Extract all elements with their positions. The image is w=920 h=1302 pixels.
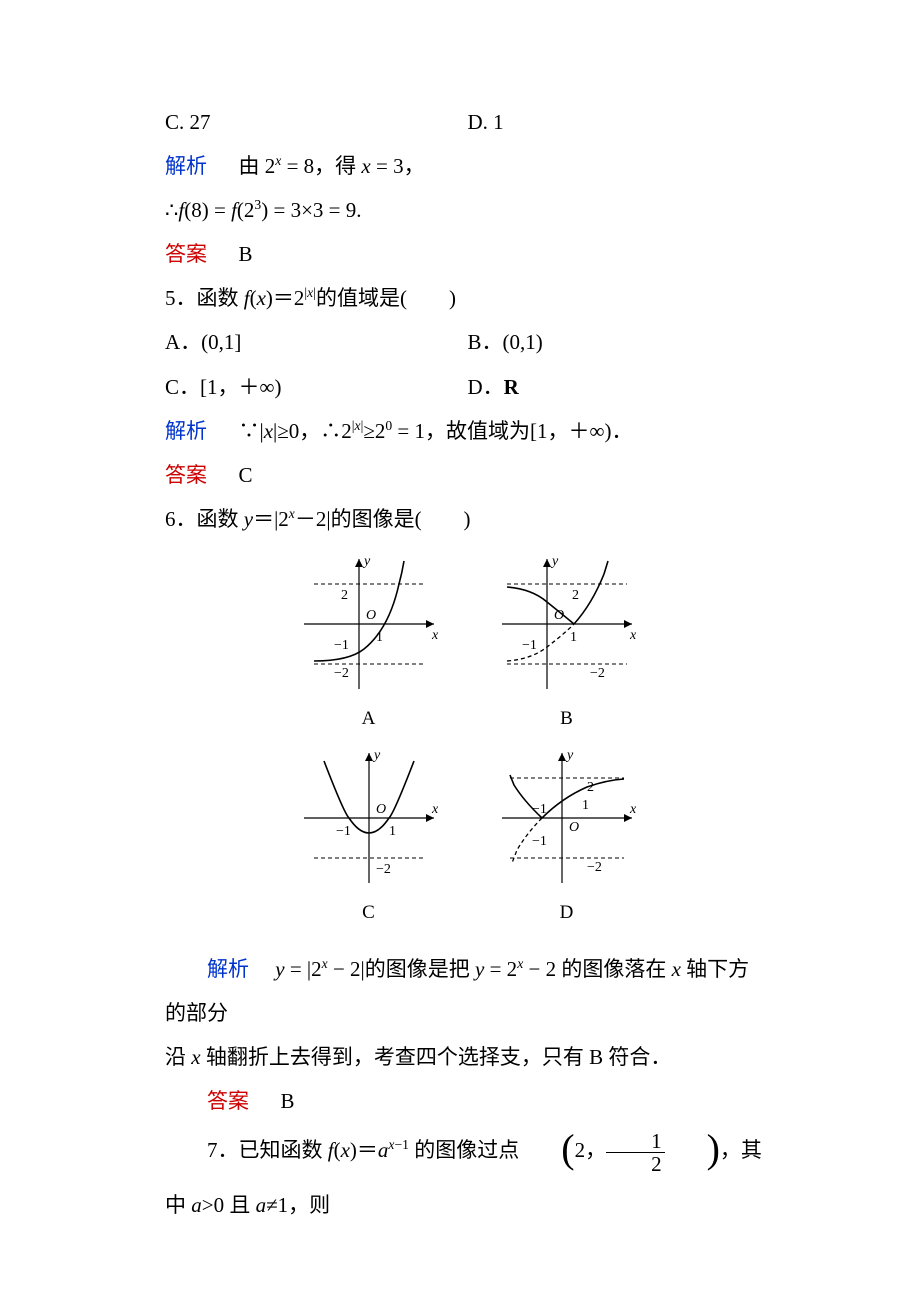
q-prev-options-cd: C. 27 D. 1 [165,100,770,144]
svg-text:−1: −1 [532,834,547,849]
svg-text:O: O [569,820,579,835]
chart-a: y x O 2 1 −1 −2 A [294,549,444,739]
option-c: C．[1，＋∞) [165,365,468,409]
fraction-half: 12 [606,1130,665,1175]
q6-charts: y x O 2 1 −1 −2 A y x O [165,549,770,937]
q5-daan: 答案 C [165,453,770,497]
svg-text:−1: −1 [334,638,349,653]
svg-text:−2: −2 [587,860,602,875]
svg-text:2: 2 [341,588,348,603]
svg-text:−2: −2 [376,862,391,877]
chart-c: y x O 1 −1 −2 C [294,743,444,933]
svg-text:y: y [362,554,371,569]
daan-value: B [239,242,253,266]
daan-value: B [281,1089,295,1113]
q6-jiexi: 解析 y = |2x − 2|的图像是把 y = 2x − 2 的图像落在 x … [165,947,770,1035]
sup-absx: |x| [304,285,316,300]
svg-text:−1: −1 [336,824,351,839]
option-a: A．(0,1] [165,320,468,364]
option-c: C. 27 [165,100,468,144]
option-d: D. 1 [468,100,771,144]
svg-text:−1: −1 [522,638,537,653]
jiexi-label: 解析 [165,154,207,178]
svg-text:−2: −2 [334,666,349,681]
q-prev-jiexi: 解析 由 2x = 8，得 x = 3， [165,144,770,188]
svg-text:2: 2 [572,588,579,603]
daan-value: C [239,463,253,487]
svg-text:y: y [565,748,574,763]
daan-label: 答案 [165,463,207,487]
svg-text:x: x [629,628,637,643]
q5-options-cd: C．[1，＋∞) D．R [165,365,770,409]
chart-label-c: C [294,893,444,933]
daan-label: 答案 [165,242,207,266]
q5-jiexi: 解析 ∵|x|≥0，∴2|x|≥20 = 1，故值域为[1，＋∞)． [165,409,770,453]
q-prev-daan: 答案 B [165,232,770,276]
q5-options-ab: A．(0,1] B．(0,1) [165,320,770,364]
svg-text:2: 2 [587,780,594,795]
svg-text:1: 1 [582,798,589,813]
svg-text:x: x [431,628,439,643]
q6-daan: 答案 B [165,1079,770,1123]
left-paren-icon: ( [519,1129,574,1169]
q6-stem: 6．函数 y＝|2x－2|的图像是( ) [165,497,770,541]
option-d: D．R [468,365,771,409]
q5-stem: 5．函数 f(x)＝2|x|的值域是( ) [165,276,770,320]
svg-text:y: y [550,554,559,569]
option-b: B．(0,1) [468,320,771,364]
chart-d: y x O 2 1 −1 −1 −2 D [492,743,642,933]
q7-stem: 7．已知函数 f(x)＝ax−1 的图像过点(2，12)，其中 a>0 且 a≠… [165,1123,770,1232]
daan-label: 答案 [207,1089,249,1113]
svg-text:1: 1 [389,824,396,839]
chart-label-d: D [492,893,642,933]
chart-b: y x O 2 1 −1 −2 B [492,549,642,739]
chart-label-a: A [294,699,444,739]
svg-text:y: y [372,748,381,763]
q-prev-jiexi-2: ∴f(8) = f(23) = 3×3 = 9. [165,188,770,232]
pt-2: 2 [575,1138,586,1162]
svg-text:O: O [376,802,386,817]
right-paren-icon: ) [665,1129,720,1169]
svg-text:x: x [431,802,439,817]
sup-x-minus-1: x−1 [388,1137,409,1152]
q6-jiexi-line2: 沿 x 轴翻折上去得到，考查四个选择支，只有 B 符合． [165,1035,770,1079]
svg-text:O: O [366,608,376,623]
svg-text:1: 1 [570,630,577,645]
chart-label-b: B [492,699,642,739]
svg-text:−2: −2 [590,666,605,681]
jiexi-label: 解析 [207,957,249,981]
svg-text:x: x [629,802,637,817]
jiexi-label: 解析 [165,419,207,443]
